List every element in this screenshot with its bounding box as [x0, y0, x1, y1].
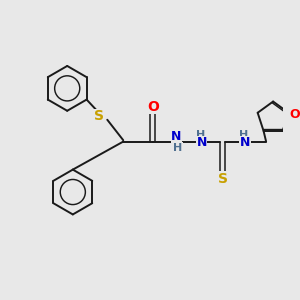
- Text: S: S: [94, 110, 104, 123]
- Text: H: H: [173, 143, 182, 153]
- Text: N: N: [171, 130, 182, 143]
- Text: O: O: [147, 100, 159, 114]
- Text: N: N: [240, 136, 250, 149]
- Text: H: H: [196, 130, 205, 140]
- Text: H: H: [239, 130, 248, 140]
- Text: O: O: [290, 108, 300, 121]
- Text: S: S: [218, 172, 228, 186]
- Text: N: N: [196, 136, 207, 149]
